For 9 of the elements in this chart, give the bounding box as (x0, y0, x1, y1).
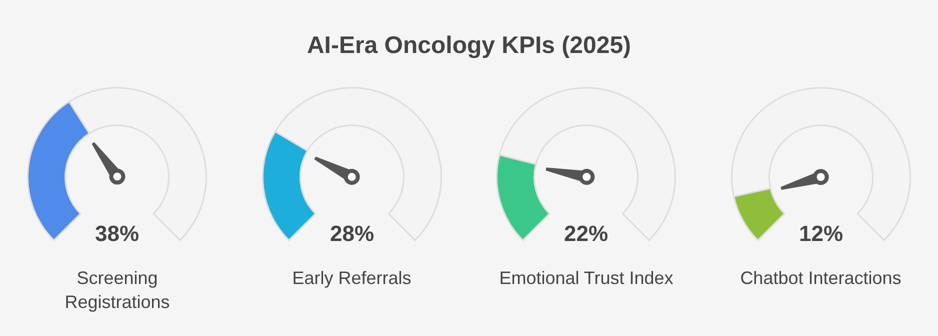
text: 28% (330, 221, 374, 246)
text: Screening Registrations (64, 267, 171, 314)
text: 22% (564, 221, 608, 246)
text: 12% (798, 221, 843, 246)
text: Early Referrals (291, 267, 412, 290)
text: Chatbot Interactions (739, 267, 902, 290)
text: 38% (95, 221, 140, 246)
text: Emotional Trust Index (498, 267, 674, 290)
text: AI-Era Oncology KPIs (2025) (306, 32, 632, 60)
